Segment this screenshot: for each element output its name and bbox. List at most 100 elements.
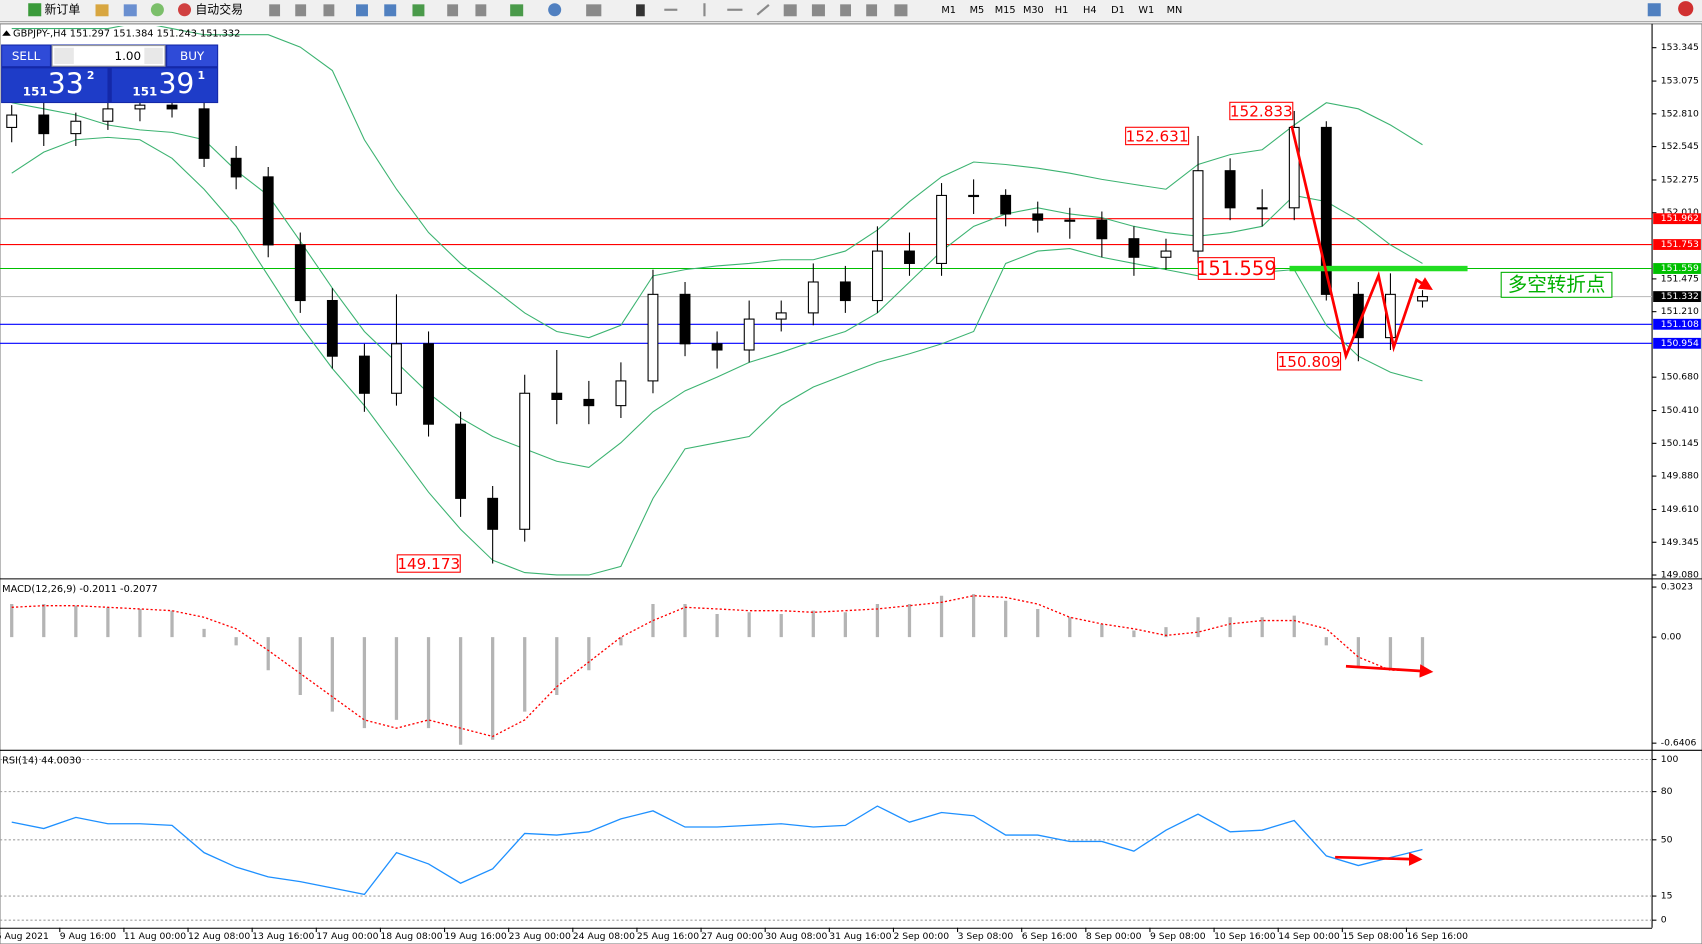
buy-price-main[interactable]: 39 — [158, 68, 194, 101]
timeframe-button[interactable]: H1 — [1055, 5, 1069, 16]
candle-body — [807, 281, 819, 314]
buy-price-big[interactable]: 151 — [132, 85, 157, 99]
y-tick-label: 151.210 — [1661, 306, 1699, 317]
timeframe-button[interactable]: M1 — [941, 5, 956, 16]
buy-price-box[interactable] — [111, 68, 218, 102]
timeframe-button[interactable]: M15 — [995, 5, 1016, 16]
band-middle — [11, 102, 1423, 469]
notification-badge[interactable] — [1678, 1, 1694, 17]
new-order-icon[interactable] — [28, 3, 42, 17]
tool-icon[interactable] — [295, 4, 307, 17]
buy-label[interactable]: BUY — [180, 49, 205, 63]
sell-price-big[interactable]: 151 — [23, 85, 48, 99]
x-tick-label: 11 Aug 00:00 — [124, 931, 186, 942]
timeframe-button[interactable]: MN — [1167, 5, 1183, 16]
y-tick-label: 15 — [1661, 891, 1673, 902]
sell-price-main[interactable]: 33 — [48, 68, 84, 101]
candle-body — [294, 244, 306, 302]
trendline-tool[interactable] — [756, 4, 770, 16]
new-order-button[interactable]: 新订单 — [45, 2, 81, 16]
candle-body — [871, 250, 883, 302]
tool-icon[interactable] — [384, 4, 397, 17]
candle-body — [1096, 219, 1108, 240]
note-box — [1500, 271, 1613, 298]
timeframe-button[interactable]: D1 — [1111, 5, 1125, 16]
candle-body — [1160, 250, 1172, 258]
search-icon[interactable] — [1647, 3, 1661, 17]
collapse-icon[interactable] — [2, 30, 11, 36]
lots-up[interactable] — [144, 47, 163, 65]
tool-icon[interactable] — [894, 4, 908, 17]
timeframe-button[interactable]: M5 — [970, 5, 985, 16]
candle-body — [326, 299, 338, 357]
price-annotation-box — [1197, 257, 1275, 280]
candle-body — [198, 108, 210, 159]
sell-button[interactable] — [2, 45, 50, 67]
tool-icon[interactable] — [586, 4, 602, 17]
hline-tool[interactable] — [727, 8, 743, 11]
x-tick-label: 9 Sep 08:00 — [1150, 931, 1206, 942]
candle-body — [134, 104, 146, 110]
timeframe-button[interactable]: W1 — [1138, 5, 1154, 16]
macd-signal — [11, 595, 1423, 738]
x-tick-label: 25 Aug 16:00 — [637, 931, 699, 942]
tool-icon[interactable] — [447, 4, 459, 17]
toolbar-icon[interactable] — [95, 4, 109, 17]
level-label: 151.962 — [1661, 213, 1699, 224]
tool-icon[interactable] — [356, 4, 368, 17]
turning-line — [1289, 265, 1468, 272]
buy-price-sup[interactable]: 1 — [198, 69, 206, 82]
tool-icon[interactable] — [269, 4, 281, 17]
x-tick-label: 30 Aug 08:00 — [765, 931, 827, 942]
timeframe-button[interactable]: M30 — [1023, 5, 1044, 16]
level-label: 151.753 — [1661, 239, 1699, 250]
sell-price-box[interactable] — [2, 68, 108, 102]
candle-body — [423, 343, 434, 425]
candle-body — [455, 423, 467, 499]
tool-icon[interactable] — [548, 3, 562, 17]
y-tick-label: 0.00 — [1661, 632, 1682, 643]
y-tick-label: 0.3023 — [1661, 582, 1693, 593]
current-price-label: 151.332 — [1661, 291, 1699, 302]
tool-icon[interactable] — [866, 4, 878, 17]
sell-price-sup[interactable]: 2 — [87, 69, 95, 82]
price-annotation-box — [1229, 101, 1294, 121]
vline-tool[interactable] — [703, 3, 706, 17]
y-tick-label: 149.610 — [1661, 504, 1699, 515]
tool-icon[interactable] — [840, 4, 851, 17]
x-tick-label: 13 Aug 16:00 — [252, 931, 314, 942]
x-tick-label: 23 Aug 00:00 — [509, 931, 571, 942]
auto-trading-button[interactable]: 自动交易 — [195, 2, 243, 16]
tool-icon[interactable] — [475, 4, 487, 17]
note-text: 多空转折点 — [1508, 273, 1606, 296]
tool-icon[interactable] — [323, 4, 335, 17]
lots-down[interactable] — [54, 47, 74, 65]
crosshair-tool[interactable] — [664, 8, 678, 11]
rsi-title: RSI(14) 44.0030 — [2, 756, 81, 767]
candle-body — [38, 114, 50, 135]
x-tick-label: 10 Sep 16:00 — [1214, 931, 1276, 942]
sell-label[interactable]: SELL — [12, 49, 41, 63]
toolbar-icon[interactable] — [150, 3, 164, 17]
buy-button[interactable] — [167, 45, 218, 67]
timeframe-button[interactable]: H4 — [1083, 5, 1097, 16]
band-upper — [11, 26, 1423, 339]
y-tick-label: 150.680 — [1661, 372, 1699, 383]
lots-input[interactable] — [51, 45, 166, 67]
cursor-tool[interactable] — [636, 4, 645, 17]
price-annotation: 152.631 — [1126, 128, 1189, 146]
x-tick-label: 6 Aug 2021 — [0, 931, 49, 942]
auto-trading-icon[interactable] — [178, 3, 192, 17]
tool-icon[interactable] — [510, 4, 524, 17]
tool-icon[interactable] — [412, 4, 425, 17]
candle-body — [1320, 126, 1332, 295]
tool-icon[interactable] — [783, 4, 797, 17]
lots-value[interactable]: 1.00 — [115, 49, 142, 63]
price-annotation: 151.559 — [1196, 257, 1277, 280]
chart-frame — [0, 23, 1702, 944]
axes: 153.345 153.075 152.810 152.545 152.275 152.0… — [0, 42, 1701, 942]
tool-icon[interactable] — [811, 4, 825, 17]
toolbar-icon[interactable] — [123, 4, 137, 17]
y-tick-label: 151.475 — [1661, 273, 1699, 284]
